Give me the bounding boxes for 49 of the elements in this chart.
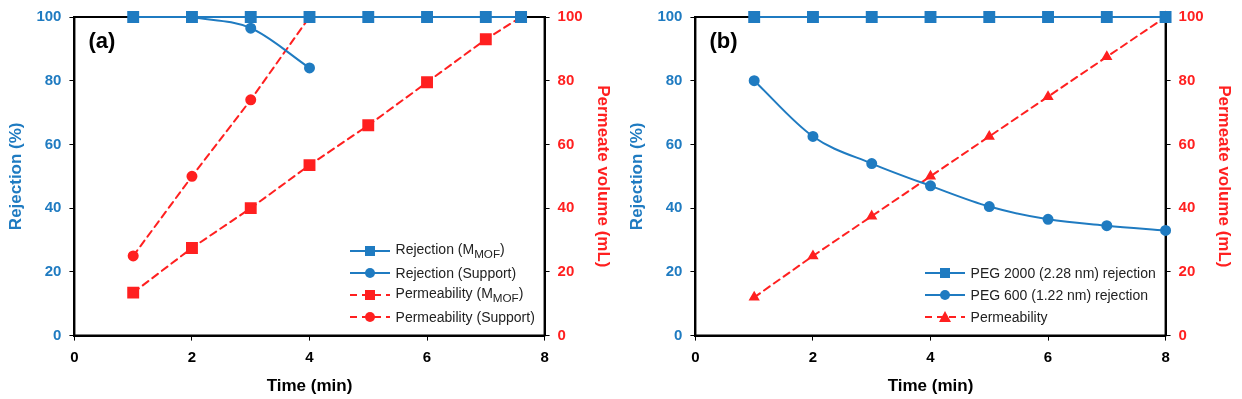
y2-axis-title: Permeate volume (mL) xyxy=(594,85,614,268)
y-tick-label: 80 xyxy=(44,70,62,88)
y2-tick-label: 0 xyxy=(1178,325,1187,343)
y2-tick-label: 80 xyxy=(1178,70,1196,88)
legend-label: Permeability (M$_{MOF}$) xyxy=(395,285,524,304)
y2-tick-label: 60 xyxy=(1178,134,1196,152)
y2-tick-label: 20 xyxy=(557,262,575,280)
y2-tick-label: 60 xyxy=(557,134,575,152)
legend-label: Permeability (Support) xyxy=(395,308,535,325)
y-tick-label: 80 xyxy=(665,70,683,88)
y-tick-label: 60 xyxy=(665,134,683,152)
y2-tick-label: 100 xyxy=(1178,7,1204,25)
x-axis-title: Time (min) xyxy=(887,376,974,396)
y-tick-label: 20 xyxy=(665,262,683,280)
y-tick-label: 0 xyxy=(674,325,683,343)
y-tick-label: 100 xyxy=(657,7,683,25)
x-tick-label: 4 xyxy=(305,347,315,365)
legend-label: PEG 600 (1.22 nm) rejection xyxy=(970,286,1148,303)
y-tick-label: 20 xyxy=(44,262,62,280)
y2-tick-label: 80 xyxy=(557,70,575,88)
x-tick-label: 6 xyxy=(422,347,432,365)
y-tick-label: 60 xyxy=(44,134,62,152)
x-tick-label: 2 xyxy=(187,347,197,365)
y2-tick-label: 40 xyxy=(1178,198,1196,216)
legend-label: PEG 2000 (2.28 nm) rejection xyxy=(970,264,1156,281)
x-tick-label: 6 xyxy=(1043,347,1053,365)
y-tick-label: 0 xyxy=(53,325,62,343)
y2-tick-label: 20 xyxy=(1178,262,1196,280)
annotation: (b) xyxy=(709,28,738,54)
y-axis-title: Rejection (%) xyxy=(5,122,25,231)
y2-axis-title: Permeate volume (mL) xyxy=(1215,85,1235,268)
legend-label: Rejection (Support) xyxy=(395,264,517,281)
y2-tick-label: 100 xyxy=(557,7,583,25)
x-tick-label: 8 xyxy=(1161,347,1170,365)
y2-tick-label: 0 xyxy=(557,325,566,343)
legend-label: Rejection (M$_{MOF}$) xyxy=(395,241,505,260)
y-tick-label: 100 xyxy=(36,7,62,25)
y-axis-title: Rejection (%) xyxy=(626,122,646,231)
x-tick-label: 8 xyxy=(540,347,549,365)
y2-tick-label: 40 xyxy=(557,198,575,216)
annotation: (a) xyxy=(88,28,116,54)
x-tick-label: 0 xyxy=(70,347,79,365)
y-tick-label: 40 xyxy=(665,198,683,216)
legend-label: Permeability xyxy=(970,308,1048,325)
x-tick-label: 4 xyxy=(926,347,936,365)
x-tick-label: 0 xyxy=(691,347,700,365)
x-axis-title: Time (min) xyxy=(266,376,353,396)
y-tick-label: 40 xyxy=(44,198,62,216)
x-tick-label: 2 xyxy=(808,347,818,365)
